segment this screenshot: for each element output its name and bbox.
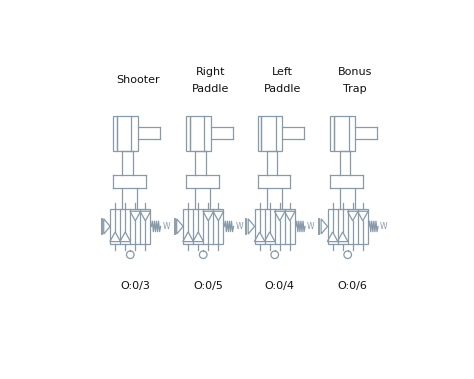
Text: O:0/3: O:0/3 xyxy=(120,281,150,291)
Bar xyxy=(328,209,368,244)
Text: O:0/6: O:0/6 xyxy=(337,281,367,291)
Text: Paddle: Paddle xyxy=(192,84,229,94)
Text: Right: Right xyxy=(196,67,226,77)
Text: W: W xyxy=(235,222,243,231)
Bar xyxy=(183,209,223,244)
Text: Left: Left xyxy=(272,67,293,77)
Text: Trap: Trap xyxy=(344,84,367,94)
Text: Bonus: Bonus xyxy=(338,67,373,77)
Text: W: W xyxy=(163,222,170,231)
Bar xyxy=(330,116,334,150)
Bar xyxy=(186,116,190,150)
Bar xyxy=(334,116,356,150)
Text: Paddle: Paddle xyxy=(264,84,301,94)
Bar xyxy=(257,116,261,150)
Text: W: W xyxy=(307,222,314,231)
Text: W: W xyxy=(380,222,387,231)
Bar xyxy=(113,116,117,150)
Bar xyxy=(255,209,295,244)
Bar xyxy=(117,116,138,150)
Text: O:0/4: O:0/4 xyxy=(264,281,294,291)
Bar xyxy=(190,116,211,150)
Bar xyxy=(110,209,150,244)
Text: Shooter: Shooter xyxy=(116,75,160,86)
Text: O:0/5: O:0/5 xyxy=(193,281,223,291)
Bar xyxy=(261,116,283,150)
